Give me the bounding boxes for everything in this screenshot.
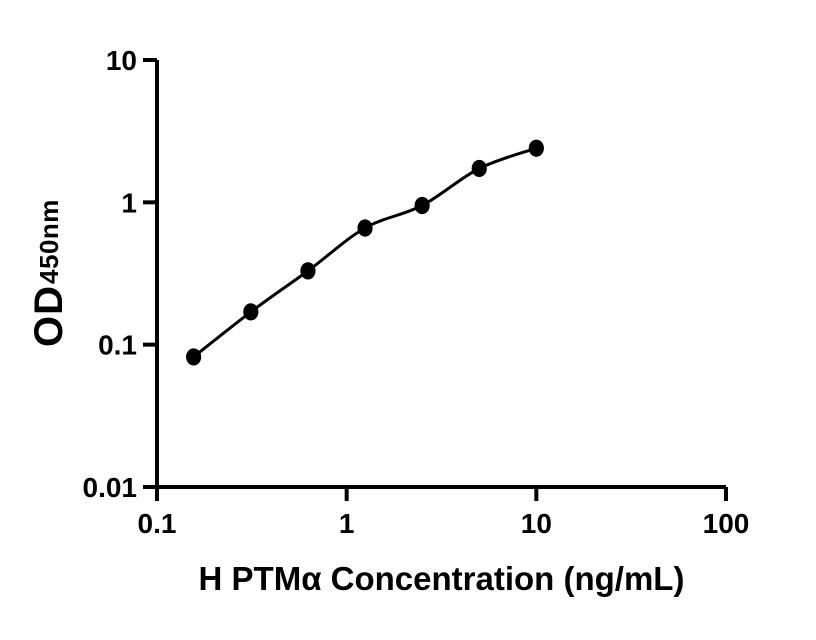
data-point-marker: [471, 159, 487, 178]
axes: [155, 60, 726, 489]
y-tick-label: 0.1: [98, 330, 137, 361]
x-tick-label: 10: [521, 508, 552, 539]
y-tick-label: 10: [106, 45, 137, 76]
x-axis-label: H PTMα Concentration (ng/mL): [198, 560, 685, 597]
y-tick-label: 1: [121, 187, 137, 218]
data-point-marker: [300, 262, 316, 280]
x-tick-label: 1: [339, 508, 355, 539]
data-point-marker: [357, 219, 373, 237]
data-point-marker: [243, 303, 259, 321]
data-point-marker: [414, 196, 430, 215]
data-point-marker: [528, 139, 544, 157]
y-axis-label-subscript: 450nm: [33, 199, 64, 284]
y-axis-label: OD 450nm: [9, 193, 89, 353]
x-tick-label: 100: [703, 508, 750, 539]
data-curve: [192, 146, 537, 359]
y-tick-label: 0.01: [83, 472, 138, 503]
y-axis-label-main: OD: [26, 284, 71, 347]
data-point-marker: [186, 348, 202, 366]
x-tick-label: 0.1: [138, 508, 177, 539]
